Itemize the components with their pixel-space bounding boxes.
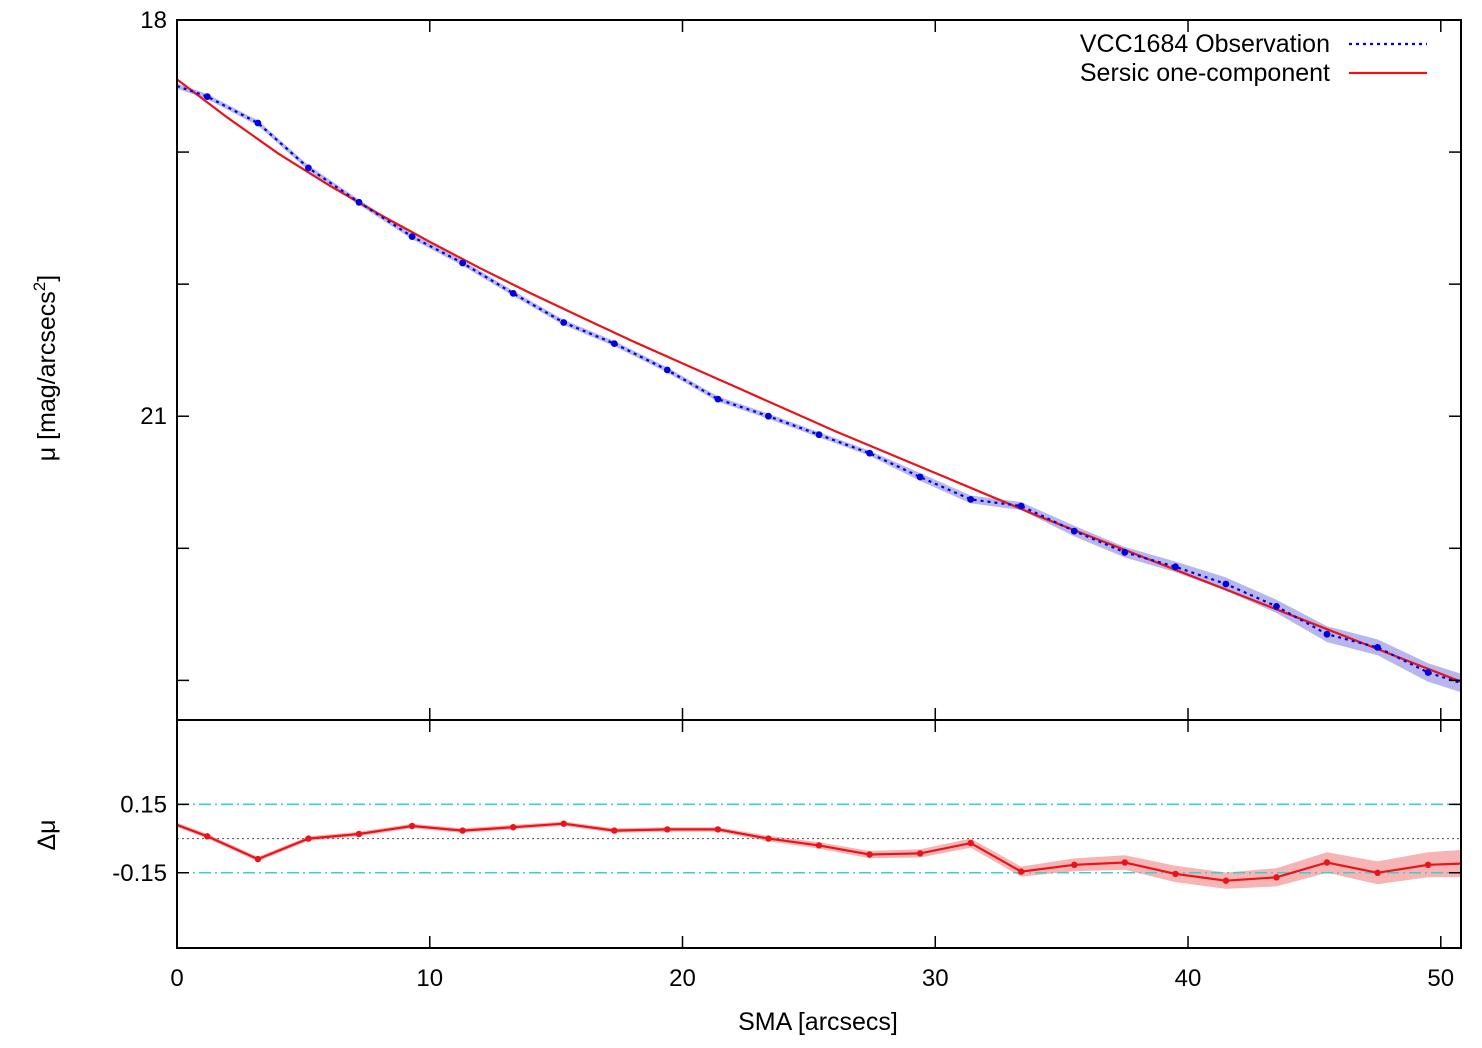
residual-point [714,826,722,833]
residual-point [967,839,974,847]
observation-point [1172,563,1179,571]
observation-point [1374,644,1381,651]
top-y-axis-title-text: μ [mag/arcsecs [33,291,61,461]
observation-point [254,119,262,127]
residual-point [1374,869,1381,876]
x-axis-title: SMA [arcsecs] [738,1008,898,1036]
residual-point [305,835,312,842]
observation-point [1424,669,1432,676]
observation-point [203,93,211,100]
x-tick-label: 50 [1427,965,1454,992]
observation-point [509,290,517,297]
residual-point [254,855,262,863]
observation-point [459,259,466,267]
bottom-y-tick-label: 0.15 [120,791,167,818]
residual-point [1273,874,1280,881]
x-tick-label: 10 [416,965,443,992]
residual-point [355,830,363,838]
top-y-axis-title-suffix: ] [33,275,61,282]
x-tick-label: 40 [1175,965,1202,992]
residual-point [765,835,772,842]
observation-points [203,93,1432,676]
residual-point [664,826,671,833]
top-plot-frame [176,19,1462,721]
observation-point [1222,580,1230,588]
observation-point [1121,548,1129,556]
observation-point [305,164,312,172]
bottom-y-axis-title: Δμ [33,819,61,850]
observation-point [408,233,416,241]
observation-uncertainty-band [177,83,1461,693]
x-ticks: 0 10 20 30 40 50 [170,20,1454,992]
residual-point [459,827,466,834]
residual-point [1172,870,1179,878]
residual-point [560,820,567,827]
bottom-panel: 0.15 -0.15 Δμ [33,719,1462,949]
top-y-tick-label: 21 [140,403,167,430]
x-tick-label: 20 [669,965,696,992]
legend-label-observation: VCC1684 Observation [1080,30,1330,58]
residual-point [510,824,517,831]
residual-point [815,842,823,849]
top-y-axis-title-superscript: 2 [30,282,49,291]
bottom-plot-frame [176,719,1462,949]
observation-point [1017,502,1025,510]
residual-point [611,827,618,834]
observation-point [610,340,618,347]
residual-points [204,820,1432,884]
x-tick-label: 30 [922,965,949,992]
top-y-tick-label: 18 [140,7,167,34]
bottom-y-tick-label: -0.15 [112,860,167,887]
residual-point [408,822,416,830]
observation-point [916,473,924,481]
observation-line [177,84,1461,685]
observation-point [714,395,722,403]
observation-point [663,366,671,374]
legend: VCC1684 Observation Sersic one-component [1080,30,1427,87]
residual-point [1424,861,1432,868]
observation-point [765,412,772,420]
residual-point [916,850,924,857]
observation-point [355,198,363,206]
x-tick-label: 0 [170,965,183,992]
bottom-y-ticks: 0.15 -0.15 [112,791,1461,887]
top-y-axis-title: μ [mag/arcsecs2] [30,275,61,461]
sersic-model-line [177,78,1461,683]
observation-point [967,496,975,503]
observation-point [1070,527,1078,535]
residual-point [1018,868,1025,875]
residual-point [1222,877,1230,884]
observation-point [1323,630,1331,638]
observation-point [866,449,873,457]
residual-point [1121,859,1129,866]
residual-point [1071,861,1078,868]
observation-point [1273,603,1280,610]
legend-label-sersic: Sersic one-component [1080,59,1330,87]
observation-point [815,431,823,439]
observation-point [560,319,568,326]
residual-point [204,833,211,840]
residual-point [1323,859,1331,866]
residual-point [866,851,873,858]
